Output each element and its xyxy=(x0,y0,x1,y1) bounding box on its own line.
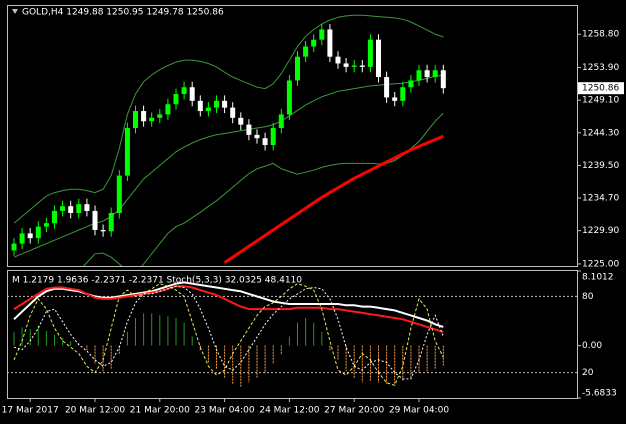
y-tick-label: 1234.70 xyxy=(582,194,619,204)
candle-body xyxy=(254,134,260,139)
main-frame xyxy=(7,5,578,267)
price-box xyxy=(578,82,624,95)
candle-body xyxy=(133,111,138,129)
candle-body xyxy=(327,29,333,57)
x-tick-label: 23 Mar 04:00 xyxy=(195,406,255,416)
line xyxy=(13,285,444,333)
candle-body xyxy=(424,70,430,78)
candle-body xyxy=(286,80,292,115)
candle-body xyxy=(351,65,357,67)
candle-body xyxy=(197,100,203,112)
indicator-frame xyxy=(7,270,578,399)
y-tick-label: 0.00 xyxy=(582,341,602,351)
candle-body xyxy=(270,128,276,146)
candle-body xyxy=(124,128,130,176)
indicator-label: M 1.2179 1.9636 -2.2371 -2.2371 Stoch(5,… xyxy=(12,276,302,286)
chart-title: GOLD,H4 1249.88 1250.95 1249.78 1250.86 xyxy=(22,8,224,18)
candle-body xyxy=(19,233,25,244)
candle-body xyxy=(205,107,211,112)
line xyxy=(13,74,444,258)
candle-body xyxy=(165,104,171,115)
candle-body xyxy=(189,87,195,101)
candle-body xyxy=(359,65,365,67)
candle-body xyxy=(84,204,90,211)
candle-body xyxy=(295,56,300,81)
candle-body xyxy=(400,87,406,101)
x-tick-label: 21 Mar 20:00 xyxy=(130,406,190,416)
x-tick-label: 20 Mar 12:00 xyxy=(65,406,125,416)
y-tick-label: -5.6833 xyxy=(582,389,617,399)
y-tick-label: 1229.90 xyxy=(582,226,619,236)
candle-body xyxy=(76,204,82,213)
x-tick-label: 29 Mar 04:00 xyxy=(389,406,449,416)
y2-tick-label: 80 xyxy=(582,292,594,302)
y-tick-label: 1258.80 xyxy=(582,30,619,40)
candle-body xyxy=(432,70,438,78)
x-tick-label: 24 Mar 12:00 xyxy=(259,406,319,416)
candle-body xyxy=(141,111,147,122)
candle-body xyxy=(181,87,187,95)
candle-body xyxy=(222,100,228,108)
line xyxy=(223,134,444,264)
plot-area xyxy=(13,281,444,388)
candle-body xyxy=(68,206,74,213)
candle-body xyxy=(116,175,122,213)
candle-body xyxy=(230,107,236,118)
candle-body xyxy=(35,226,41,239)
candle-body xyxy=(367,39,373,67)
candle-body xyxy=(416,70,422,81)
y-tick-label: 1253.90 xyxy=(582,63,619,73)
candle-body xyxy=(376,39,381,78)
x-tick-label: 17 Mar 2017 xyxy=(2,406,59,416)
line xyxy=(82,112,444,266)
plot-area xyxy=(11,14,446,266)
candle-body xyxy=(303,46,309,57)
symbol-icon xyxy=(12,9,18,14)
y-tick-label: 1244.30 xyxy=(582,128,619,138)
candle-body xyxy=(214,100,219,108)
line xyxy=(13,283,444,386)
candle-body xyxy=(100,229,106,232)
y-tick-label: 8.1012 xyxy=(582,273,614,283)
candle-body xyxy=(311,39,317,47)
candle-body xyxy=(392,97,398,101)
candle-body xyxy=(92,210,98,230)
candle-body xyxy=(440,70,446,89)
candle-body xyxy=(60,206,66,211)
y-tick-label: 1249.10 xyxy=(582,96,619,106)
candle-body xyxy=(157,114,163,118)
candle-body xyxy=(52,210,57,224)
candle-body xyxy=(343,63,349,67)
candle-body xyxy=(384,77,390,98)
y-tick-label: 1239.50 xyxy=(582,161,619,171)
line xyxy=(13,285,444,380)
candle-body xyxy=(11,243,17,251)
candle-body xyxy=(278,114,284,129)
candle-body xyxy=(408,80,414,88)
current-price: 1250.86 xyxy=(582,84,619,94)
line xyxy=(13,14,444,224)
candle-body xyxy=(43,223,49,227)
y-tick-label: 1225.00 xyxy=(582,259,619,269)
candle-body xyxy=(319,29,325,40)
candle-body xyxy=(27,233,33,239)
candle-body xyxy=(262,138,268,146)
candle-body xyxy=(149,117,155,122)
candle-body xyxy=(108,212,114,232)
candle-body xyxy=(238,117,244,125)
candle-body xyxy=(173,94,179,105)
y2-tick-label: 20 xyxy=(582,368,594,378)
candle-body xyxy=(335,56,341,64)
candle-body xyxy=(246,124,252,135)
x-tick-label: 27 Mar 20:00 xyxy=(324,406,384,416)
